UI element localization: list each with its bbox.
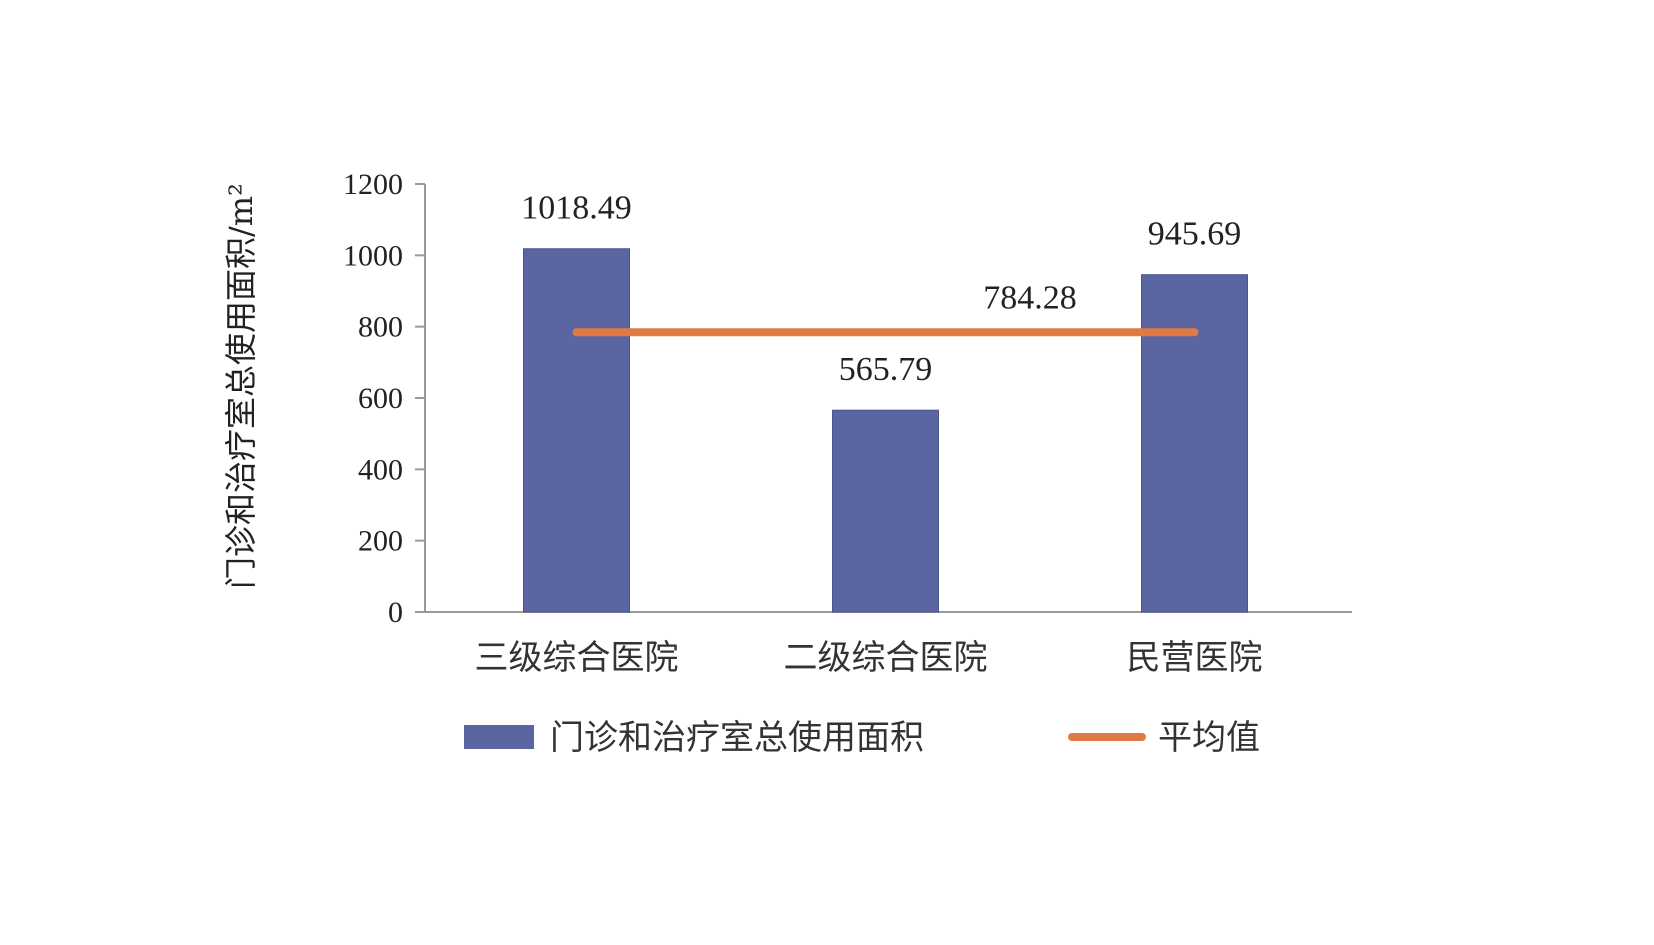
bar-value-label: 945.69 xyxy=(1148,216,1242,253)
bar-value-label: 1018.49 xyxy=(521,190,632,227)
y-tick-label: 0 xyxy=(388,596,403,629)
bars xyxy=(523,248,1248,613)
y-tick-label: 200 xyxy=(358,525,403,558)
y-tick-label: 1000 xyxy=(343,239,403,272)
legend-bar-label: 门诊和治疗室总使用面积 xyxy=(550,718,924,758)
bar xyxy=(523,248,630,613)
bar xyxy=(832,409,939,613)
average-value-label: 784.28 xyxy=(983,279,1077,316)
x-category-label: 三级综合医院 xyxy=(475,638,679,678)
y-axis-title: 门诊和治疗室总使用面积/m² xyxy=(222,183,260,589)
bar xyxy=(1141,274,1248,613)
y-axis-title-group: 门诊和治疗室总使用面积/m² xyxy=(222,183,260,589)
y-tick-label: 1200 xyxy=(343,168,403,201)
y-tick-label: 800 xyxy=(358,311,403,344)
legend: 门诊和治疗室总使用面积 平均值 xyxy=(464,718,1260,758)
bar-value-label: 565.79 xyxy=(839,351,933,388)
legend-line-label: 平均值 xyxy=(1158,718,1260,758)
x-category-label: 民营医院 xyxy=(1127,638,1263,678)
average-line-group: 784.28 xyxy=(572,279,1199,337)
y-tick-label: 400 xyxy=(358,453,403,486)
legend-bar-swatch xyxy=(464,725,534,749)
x-category-label: 二级综合医院 xyxy=(784,638,988,678)
y-ticks: 0 200 400 600 800 1000 1200 xyxy=(343,168,425,629)
x-category-labels: 三级综合医院 二级综合医院 民营医院 xyxy=(475,638,1263,678)
bar-value-labels: 1018.49 565.79 945.69 xyxy=(521,190,1241,388)
y-tick-label: 600 xyxy=(358,382,403,415)
